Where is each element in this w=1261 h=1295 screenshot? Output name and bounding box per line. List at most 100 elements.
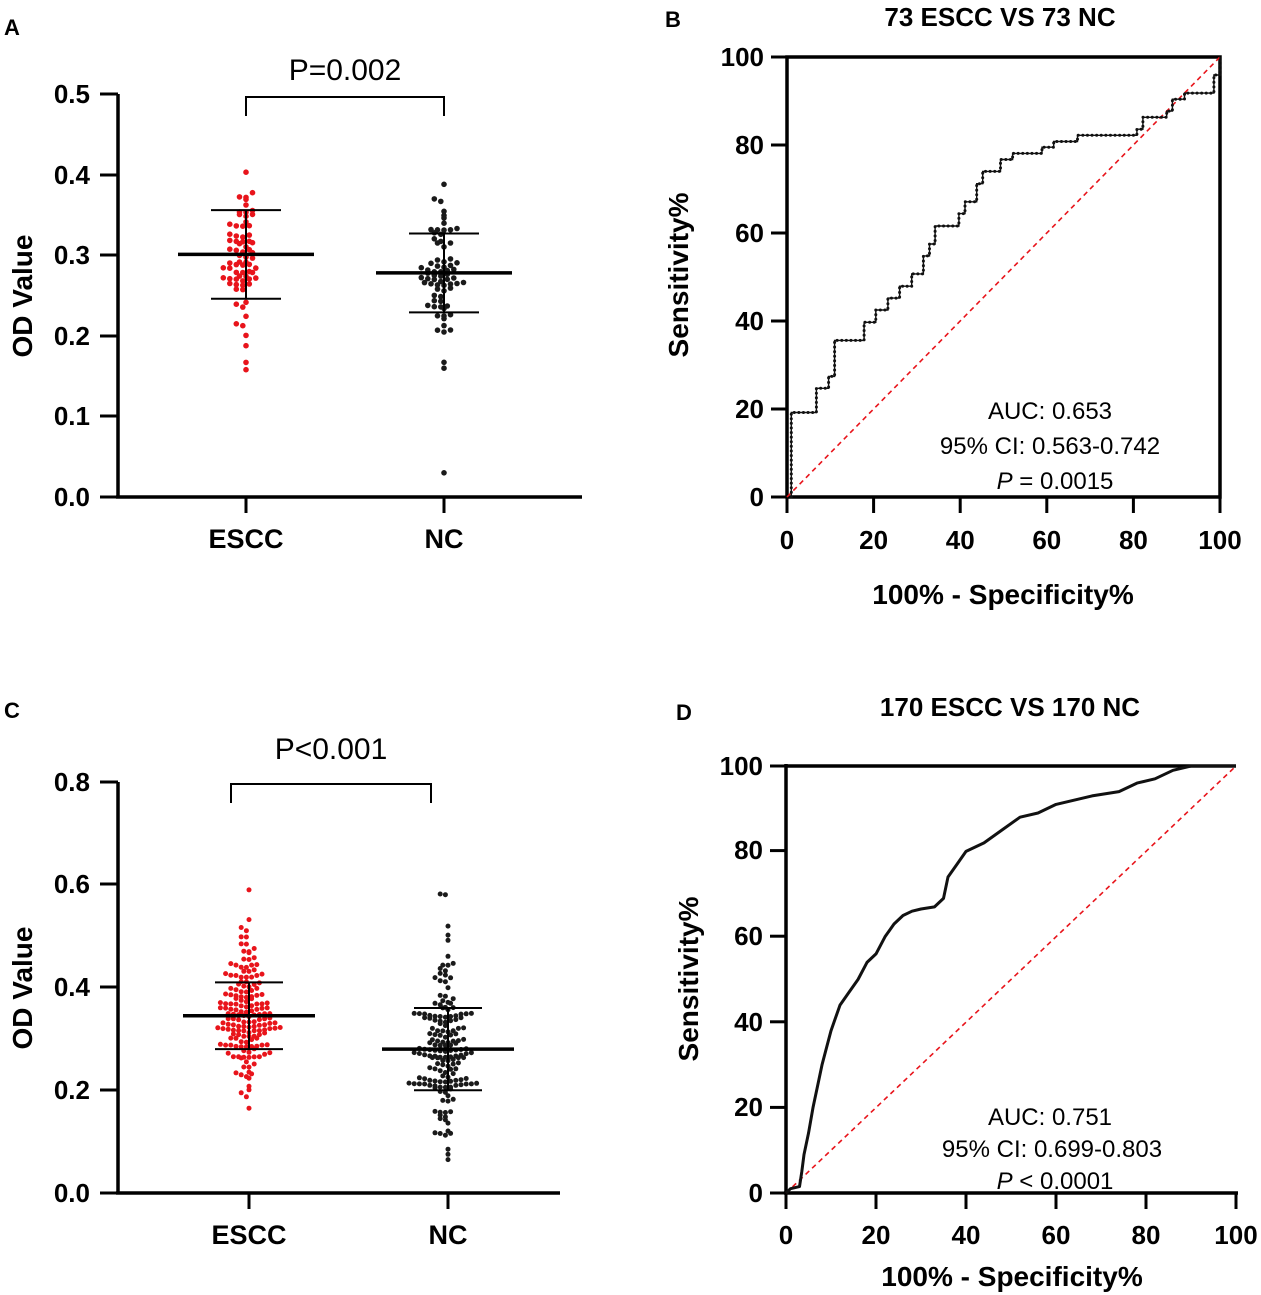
panel-c-escc-dot (254, 962, 260, 968)
panel-c-escc-dot (243, 994, 249, 1000)
panel-b-xtick-label-1: 20 (859, 525, 888, 555)
panel-c-nc-dot (453, 1040, 459, 1046)
panel-c-nc-dot (445, 985, 451, 991)
panel-a-escc-dot (253, 275, 259, 281)
panel-a-escc-dot (240, 223, 246, 229)
panel-c-nc-dot (427, 1065, 433, 1071)
panel-b-ytick-label-1: 20 (735, 394, 764, 424)
panel-c-significance-bracket (230, 783, 432, 803)
panel-c-escc-dot (228, 961, 234, 967)
panel-c-escc-dot (262, 1022, 268, 1028)
panel-a-escc-dot (233, 247, 240, 254)
panel-a-escc-dot (246, 222, 253, 229)
panel-c-nc-dot (458, 1011, 464, 1017)
panel-c-escc-dot (249, 1003, 255, 1009)
panel-c-escc-dot (243, 928, 249, 934)
panel-c-nc-dot (448, 1042, 454, 1048)
panel-a-nc-dot (431, 292, 438, 299)
panel-a-ytick-label-4: 0.4 (54, 160, 91, 190)
panel-a-escc-dot (236, 211, 243, 218)
panel-a-nc-dot (431, 303, 438, 310)
panel-a-significance-bracket (245, 96, 445, 116)
panel-c-nc-dot (453, 1017, 459, 1023)
panel-c-escc-dot (238, 1039, 244, 1045)
panel-c-escc-dot (217, 1000, 223, 1006)
panel-c-escc-dot (259, 1005, 265, 1011)
panel-a-xtick-label-nc: NC (425, 524, 464, 554)
panel-c-nc-dot (445, 1146, 451, 1152)
panel-c-escc-dot (272, 1020, 278, 1026)
panel-c-nc-dot (427, 1031, 433, 1037)
panel-a-nc-dot (431, 236, 438, 242)
panel-c-nc-dot (442, 1014, 448, 1020)
panel-c-nc-dot (453, 1077, 459, 1083)
panel-c-escc-dot (246, 1087, 252, 1093)
panel-a-escc-dot (227, 260, 233, 266)
panel-c-escc-dot (246, 1105, 252, 1111)
panel-c-escc-dot (238, 925, 244, 930)
panel-c-nc-dot (445, 1120, 451, 1126)
panel-a-nc-dot (438, 293, 444, 300)
panel-c-escc-dot (246, 957, 252, 962)
panel-b-label: B (665, 7, 681, 32)
panel-d-reference-diagonal (785, 765, 1237, 1194)
panel-c-escc-dot (220, 1020, 226, 1026)
panel-a-escc-dot (233, 261, 240, 268)
panel-b-ytick-label-3: 60 (735, 218, 764, 248)
panel-c-nc-dot (440, 962, 446, 968)
panel-d-ylabel: Sensitivity% (673, 896, 704, 1061)
panel-c-nc-dot (463, 1011, 469, 1017)
panel-c-escc-dot (238, 1090, 244, 1096)
panel-b-ylabel: Sensitivity% (663, 192, 694, 357)
panel-a-nc-dot (454, 280, 460, 287)
panel-a-escc-dot (253, 265, 259, 271)
panel-a-nc-dot (425, 275, 431, 282)
panel-c-escc-dot (233, 1070, 239, 1076)
panel-c-escc-dot (223, 1005, 229, 1011)
panel-b-roc-curve (790, 57, 1221, 497)
panel-c-nc-dot (442, 1043, 448, 1048)
panel-d-yticks: 0 20 40 60 80 100 (720, 751, 786, 1208)
panel-a-escc-dot (233, 269, 240, 276)
panel-a-escc-dot (233, 301, 240, 308)
panel-c-nc-dot (474, 1080, 480, 1086)
panel-c-escc-dot (238, 1003, 244, 1009)
panel-c-escc-dot (233, 1035, 239, 1041)
panel-c: C OD Value 0.0 0.2 0.4 0.6 0.8 ESCC NC P… (4, 698, 560, 1250)
panel-a-escc-dot (233, 233, 240, 239)
panel-c-escc-dot (238, 989, 244, 995)
panel-b-ytick-label-4: 80 (735, 130, 764, 160)
panel-c-escc-dot (243, 1009, 249, 1015)
panel-c-nc-dot (450, 1096, 456, 1102)
panel-c-escc-dot (262, 1030, 268, 1036)
panel-a-escc-dot (243, 202, 249, 208)
panel-c-nc-dot (427, 1040, 433, 1046)
panel-a-escc-dot (233, 223, 240, 229)
panel-c-escc-dot (259, 1001, 265, 1007)
panel-c-escc-dot (228, 992, 234, 998)
panel-d-ci: 95% CI: 0.699-0.803 (942, 1136, 1162, 1163)
panel-a-escc-dot (240, 304, 246, 310)
panel-c-nc-dot (450, 996, 456, 1002)
panel-a-nc-dot (428, 281, 434, 287)
panel-b-auc: AUC: 0.653 (988, 398, 1112, 425)
panel-c-escc-dot (251, 1019, 257, 1025)
panel-a-label: A (4, 15, 20, 40)
panel-c-escc-dot (233, 1043, 239, 1049)
panel-a-nc-dot (441, 315, 447, 322)
panel-a-nc-dot (418, 264, 425, 271)
panel-c-escc-dot (256, 1028, 262, 1034)
panel-c-nc-dot (445, 937, 451, 943)
panel-a-ytick-label-0: 0.0 (54, 482, 90, 512)
panel-a-nc-dot (431, 196, 438, 202)
panel-c-escc-dot (241, 1019, 247, 1025)
panel-c-nc-dot (432, 1108, 438, 1114)
panel-a-escc-dot (227, 280, 233, 287)
panel-c-escc-dot (256, 1022, 262, 1028)
panel-a-nc-dot (434, 263, 441, 269)
panel-c-escc-dot (277, 1025, 283, 1030)
panel-d-ytick-label-2: 40 (734, 1007, 763, 1037)
panel-c-nc-dot (442, 1132, 448, 1138)
panel-b-ci: 95% CI: 0.563-0.742 (940, 433, 1160, 460)
panel-b-reference-diagonal (786, 56, 1221, 498)
